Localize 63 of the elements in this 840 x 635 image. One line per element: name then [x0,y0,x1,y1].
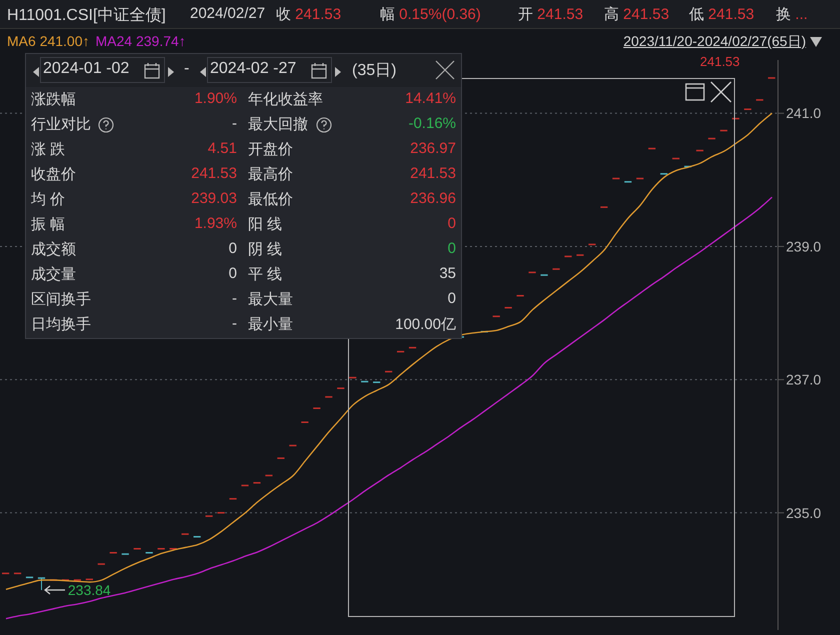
annotation: 0 [228,240,237,257]
annotation: 0 [448,240,456,257]
annotation: - [232,115,237,132]
annotation: 年化收益率 [248,90,323,109]
annotation: 成交量 [31,265,76,284]
annotation: 最大回撤 [248,115,308,134]
annotation: - [184,60,190,78]
text: 高 241.53 [604,6,670,23]
annotation: 阳 线 [248,215,282,234]
annotation: 241.53 [700,54,740,69]
y-tick-label: 241.0 [786,105,822,122]
text: 幅 0.15%(0.36) [380,6,481,23]
text: 开 241.53 [518,6,584,23]
annotation: 0 [228,265,237,282]
annotation: 最低价 [248,190,293,209]
annotation: 100.00亿 [395,315,456,334]
annotation: 1.93% [194,215,237,232]
annotation: 14.41% [405,90,456,107]
y-tick-label: 235.0 [786,504,822,521]
annotation: (35日) [352,61,396,81]
annotation: 开盘价 [248,140,293,159]
annotation: 1.90% [194,90,237,107]
text: 239.74↑ [136,33,186,49]
annotation: 收盘价 [31,165,76,184]
annotation: 振 幅 [31,215,66,234]
annotation: 4.51 [208,140,237,157]
text: 低 241.53 [689,6,754,23]
annotation: 236.97 [410,140,456,157]
annotation: - [232,315,237,332]
annotation: 241.53 [410,165,456,182]
y-tick-label: 239.0 [786,238,822,254]
annotation: 平 线 [248,265,282,284]
text: 换 ... [776,6,808,23]
annotation: 2024-02 -27 [210,60,296,78]
annotation: 均 价 [31,190,66,209]
annotation: 最大量 [248,290,293,309]
annotation: 阴 线 [248,240,282,259]
text: 2024/02/27 [190,5,266,22]
text: 2023/11/20-2024/02/27(65日) [623,33,806,51]
annotation: 涨跌幅 [31,90,76,109]
annotation: 区间换手 [31,290,91,309]
annotation: 最高价 [248,165,293,184]
text: 收 241.53 [276,6,342,23]
annotation: 241.53 [191,165,237,182]
text: MA6 [7,33,36,49]
annotation: 0 [448,215,456,232]
text: 241.00↑ [40,33,90,49]
text: MA24 [96,33,132,49]
annotation: 0 [448,290,456,307]
annotation: 行业对比 [31,115,91,134]
annotation: 成交额 [31,240,76,259]
annotation: 35 [439,265,456,282]
annotation: 最小量 [248,315,293,334]
y-tick-label: 237.0 [786,372,822,388]
annotation: 239.03 [191,190,237,207]
annotation: - [232,290,237,307]
annotation: 233.84 [68,582,111,598]
annotation: 涨 跌 [31,140,66,159]
annotation: 日均换手 [31,315,91,334]
annotation: -0.16% [408,115,456,132]
chart-title: H11001.CSI[中证全债] [7,6,166,26]
annotation: 236.96 [410,190,456,207]
annotation: 2024-01 -02 [43,60,130,78]
